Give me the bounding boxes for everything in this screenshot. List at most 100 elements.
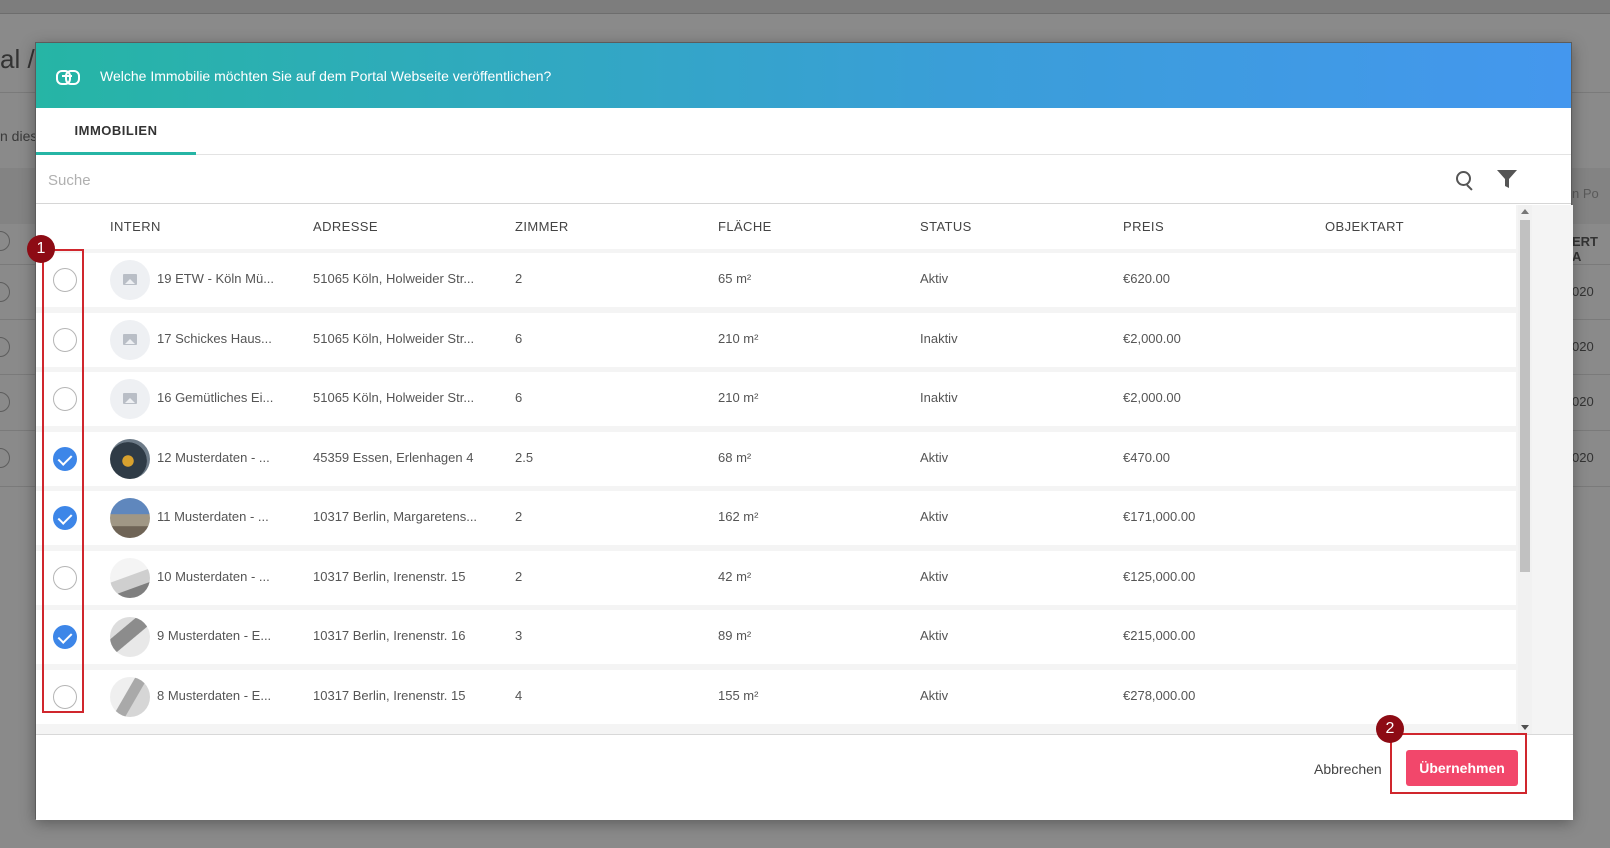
- column-header-status[interactable]: STATUS: [920, 219, 972, 234]
- cell-intern: 17 Schickes Haus...: [157, 330, 272, 346]
- background-topbar: [0, 0, 1610, 14]
- property-thumbnail: [110, 617, 150, 657]
- cell-adresse: 51065 Köln, Holweider Str...: [313, 271, 475, 286]
- cell-preis: €2,000.00: [1123, 390, 1181, 405]
- scroll-up-icon[interactable]: [1521, 209, 1529, 214]
- row-select-checkbox[interactable]: [53, 565, 77, 590]
- cell-zimmer: 6: [515, 390, 523, 405]
- cell-adresse: 45359 Essen, Erlenhagen 4: [313, 449, 474, 465]
- cell-intern: 8 Musterdaten - E...: [157, 687, 272, 703]
- scroll-down-icon[interactable]: [1521, 725, 1529, 730]
- cell-flaeche: 89 m²: [718, 628, 752, 643]
- column-header-preis[interactable]: PREIS: [1123, 219, 1165, 234]
- cell-zimmer: 2.5: [515, 449, 534, 465]
- cell-status: Inaktiv: [920, 390, 958, 405]
- cell-status: Aktiv: [920, 568, 949, 584]
- background-year: 020: [1572, 394, 1594, 409]
- cell-intern: 12 Musterdaten - ...: [157, 449, 270, 465]
- background-year: 020: [1572, 339, 1594, 354]
- background-year: 020: [1572, 284, 1594, 299]
- link-icon: [56, 69, 80, 85]
- cell-intern: 9 Musterdaten - E...: [157, 628, 272, 643]
- background-right-header: ERT A: [1572, 234, 1598, 264]
- table-row[interactable]: 12 Musterdaten - ... 45359 Essen, Erlenha…: [36, 431, 1516, 486]
- property-thumbnail: [110, 557, 150, 598]
- background-checkbox: [0, 392, 10, 412]
- table-row[interactable]: 8 Musterdaten - E... 10317 Berlin, Irenen…: [36, 669, 1516, 724]
- row-select-checkbox[interactable]: [53, 506, 77, 530]
- row-select-checkbox[interactable]: [53, 268, 77, 292]
- property-thumbnail: [110, 260, 150, 300]
- property-thumbnail: [110, 379, 150, 419]
- cell-status: Inaktiv: [920, 330, 958, 346]
- cell-intern: 11 Musterdaten - ...: [157, 509, 269, 524]
- cell-preis: €278,000.00: [1123, 687, 1196, 703]
- row-select-checkbox[interactable]: [53, 625, 77, 649]
- property-table: INTERN ADRESSE ZIMMER FLÄCHE STATUS PREI…: [36, 205, 1573, 735]
- search-input[interactable]: [48, 167, 1428, 193]
- cell-adresse: 51065 Köln, Holweider Str...: [313, 390, 475, 405]
- background-checkbox: [0, 231, 10, 251]
- row-select-checkbox[interactable]: [53, 684, 77, 709]
- annotation-box-apply: [1390, 733, 1527, 794]
- table-row[interactable]: 16 Gemütliches Ei... 51065 Köln, Holweide…: [36, 372, 1516, 426]
- filter-icon[interactable]: [1496, 169, 1518, 189]
- scroll-thumb[interactable]: [1520, 220, 1530, 572]
- annotation-badge-1: 1: [27, 235, 55, 263]
- cell-zimmer: 2: [515, 271, 523, 286]
- cell-intern: 10 Musterdaten - ...: [157, 568, 270, 584]
- column-header-adresse[interactable]: ADRESSE: [313, 219, 378, 234]
- cell-preis: €2,000.00: [1123, 330, 1181, 346]
- dialog-footer: Abbrechen Übernehmen: [36, 734, 1573, 820]
- cell-preis: €171,000.00: [1123, 509, 1196, 524]
- background-title: al /: [0, 44, 35, 74]
- cell-adresse: 10317 Berlin, Irenenstr. 15: [313, 568, 466, 584]
- background-checkbox: [0, 337, 10, 357]
- search-icon[interactable]: [1456, 171, 1474, 189]
- property-thumbnail: [110, 498, 150, 538]
- table-row[interactable]: 11 Musterdaten - ... 10317 Berlin, Margar…: [36, 491, 1516, 545]
- cell-preis: €215,000.00: [1123, 628, 1196, 643]
- table-row[interactable]: 9 Musterdaten - E... 10317 Berlin, Irenen…: [36, 610, 1516, 664]
- column-header-intern[interactable]: INTERN: [110, 219, 161, 234]
- background-checkbox: [0, 448, 10, 468]
- property-thumbnail: [110, 438, 150, 479]
- cell-zimmer: 3: [515, 628, 523, 643]
- table-row[interactable]: 19 ETW - Köln Mü... 51065 Köln, Holweider…: [36, 253, 1516, 307]
- cell-zimmer: 2: [515, 568, 523, 584]
- column-header-flaeche[interactable]: FLÄCHE: [718, 219, 772, 234]
- cell-zimmer: 4: [515, 687, 523, 703]
- cell-status: Aktiv: [920, 628, 949, 643]
- cell-flaeche: 155 m²: [718, 687, 759, 703]
- column-header-objektart[interactable]: OBJEKTART: [1325, 219, 1404, 234]
- row-select-checkbox[interactable]: [53, 446, 77, 471]
- background-right-label: n Po: [1572, 186, 1599, 201]
- background-subtitle: n dies: [0, 128, 38, 144]
- row-select-checkbox[interactable]: [53, 327, 77, 352]
- table-row[interactable]: 10 Musterdaten - ... 10317 Berlin, Irenen…: [36, 550, 1516, 605]
- table-scrollbar[interactable]: [1518, 205, 1532, 735]
- cell-preis: €470.00: [1123, 449, 1170, 465]
- cell-status: Aktiv: [920, 449, 949, 465]
- dialog-title: Welche Immobilie möchten Sie auf dem Por…: [100, 67, 552, 84]
- cell-flaeche: 42 m²: [718, 568, 752, 584]
- cell-flaeche: 68 m²: [718, 449, 752, 465]
- table-row[interactable]: 17 Schickes Haus... 51065 Köln, Holweider…: [36, 312, 1516, 367]
- property-thumbnail: [110, 319, 150, 360]
- cell-intern: 16 Gemütliches Ei...: [157, 390, 274, 405]
- table-header: INTERN ADRESSE ZIMMER FLÄCHE STATUS PREI…: [36, 205, 1516, 249]
- tab-immobilien[interactable]: IMMOBILIEN: [36, 108, 196, 155]
- cell-flaeche: 65 m²: [718, 271, 752, 286]
- cell-status: Aktiv: [920, 271, 949, 286]
- apply-button[interactable]: Übernehmen: [1406, 750, 1518, 786]
- property-thumbnail: [110, 676, 150, 717]
- cell-flaeche: 210 m²: [718, 330, 759, 346]
- background-checkbox: [0, 282, 10, 302]
- dialog-header: Welche Immobilie möchten Sie auf dem Por…: [36, 43, 1571, 108]
- cell-adresse: 51065 Köln, Holweider Str...: [313, 330, 475, 346]
- cell-preis: €125,000.00: [1123, 568, 1196, 584]
- cancel-button[interactable]: Abbrechen: [1314, 761, 1382, 777]
- column-header-zimmer[interactable]: ZIMMER: [515, 219, 569, 234]
- cell-adresse: 10317 Berlin, Irenenstr. 15: [313, 687, 466, 703]
- row-select-checkbox[interactable]: [53, 387, 77, 411]
